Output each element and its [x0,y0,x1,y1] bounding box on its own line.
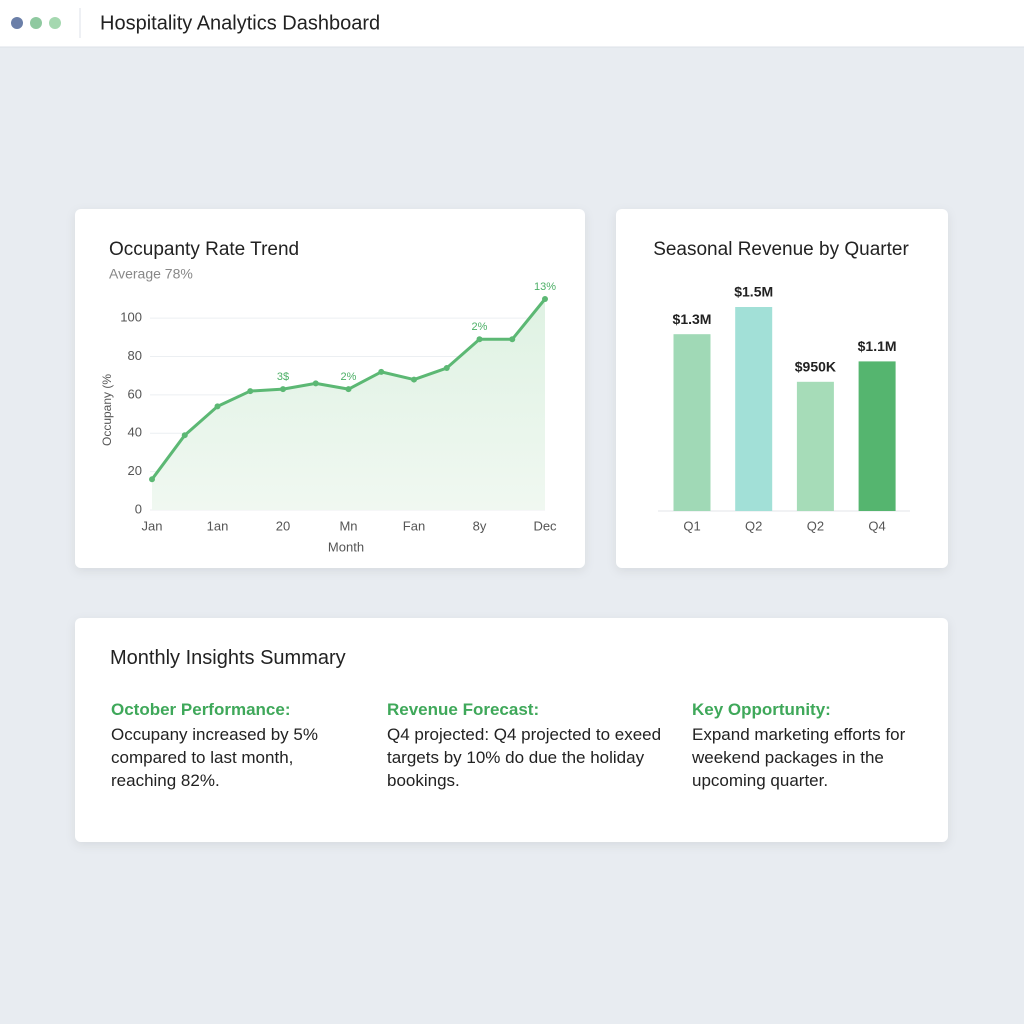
point-label: 2% [472,321,488,333]
y-tick-label: 60 [128,386,142,401]
window-title: Hospitality Analytics Dashboard [100,12,380,34]
y-tick-label: 0 [135,501,142,516]
point [476,336,483,343]
x-tick-label: Q1 [683,518,700,533]
insight-text: Expand marketing efforts for weekend pac… [692,725,906,790]
x-tick-label: Q2 [807,518,824,533]
insight-heading: Revenue Forecast: [387,700,540,719]
point-label: 3$ [277,371,289,383]
point [443,365,450,372]
x-tick-label: 8y [473,518,487,533]
x-tick-label: Q4 [868,518,885,533]
y-tick-label: 40 [128,425,142,440]
title-bar [0,0,1024,47]
y-axis-label: Occupany (% [100,374,114,446]
bar [796,381,834,511]
chart-subtitle: Average 78% [109,266,193,282]
insight-text: Q4 projected: Q4 projected to exeed targ… [387,725,662,790]
bar [858,361,896,511]
x-tick-label: Dec [533,518,557,533]
point [378,368,385,375]
y-tick-label: 20 [128,463,142,478]
point-label: 13% [534,281,556,293]
insight-heading: October Performance: [111,700,291,719]
point [509,336,516,343]
summary-title: Monthly Insights Summary [110,647,346,669]
x-tick-label: Fan [403,518,425,533]
y-tick-label: 80 [128,348,142,363]
value-label: $1.5M [734,284,773,300]
chart-title: Seasonal Revenue by Quarter [653,239,909,260]
point [312,380,319,387]
value-label: $1.1M [858,338,897,354]
point [345,386,352,393]
value-label: $1.3M [673,311,712,327]
insight-heading: Key Opportunity: [692,700,831,719]
x-tick-label: 1an [207,518,229,533]
point [542,296,548,302]
point [149,476,155,483]
point [181,432,188,439]
bar [673,334,711,511]
area [152,299,545,510]
x-tick-label: 20 [276,518,290,533]
point [247,388,254,395]
card [616,209,948,568]
point [280,386,286,393]
point [214,403,221,410]
window-dot[interactable] [49,17,61,29]
x-tick-label: Jan [142,518,163,533]
bar [735,307,773,511]
y-tick-label: 100 [120,310,142,325]
insight-text: Occupany increased by 5% compared to las… [111,725,318,790]
point [411,376,417,383]
value-label: $950K [795,359,836,375]
window-dot[interactable] [11,17,23,29]
x-tick-label: Q2 [745,518,762,533]
point-label: 2% [341,371,357,383]
x-axis-label: Month [328,539,364,554]
x-tick-label: Mn [339,518,357,533]
window-dot[interactable] [30,17,42,29]
card [75,618,948,842]
chart-title: Occupanty Rate Trend [109,239,299,260]
